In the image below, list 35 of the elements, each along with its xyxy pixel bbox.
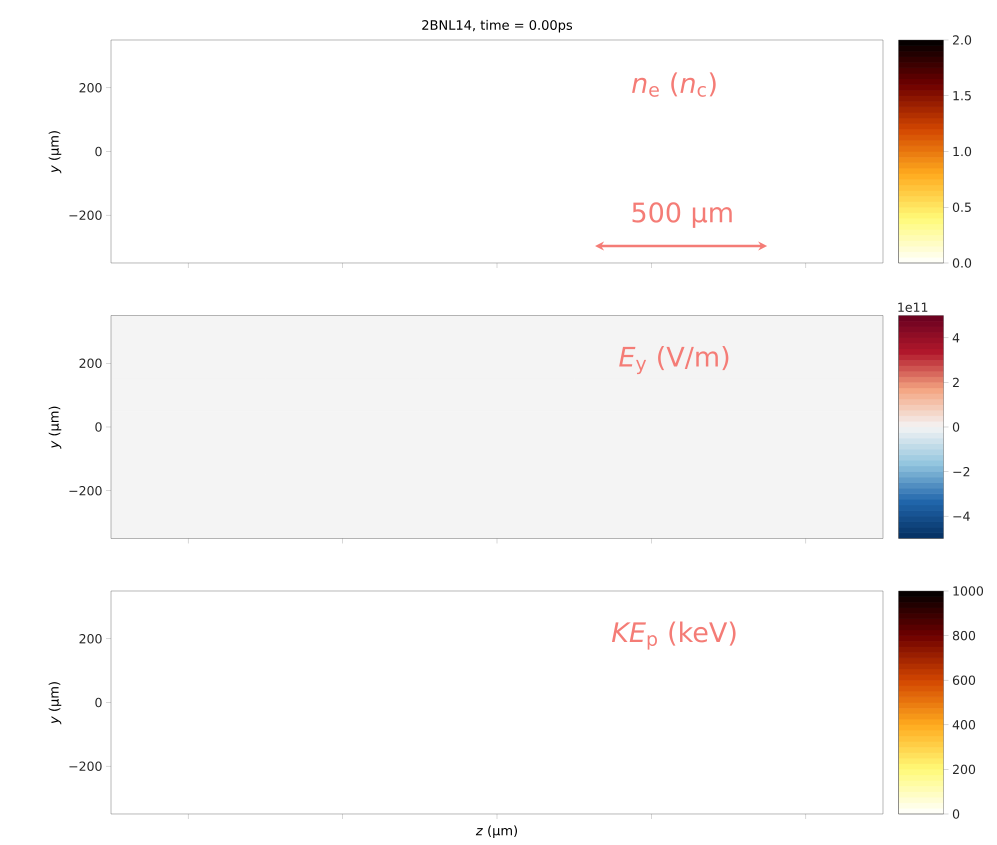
y-tick-label: 200 xyxy=(80,358,102,368)
y-axis-title: y (µm) xyxy=(48,406,62,449)
annotation: 500 µm xyxy=(632,202,732,228)
y-tick-label: −200 xyxy=(69,210,102,220)
color-bar-label: 0 xyxy=(952,809,960,819)
color-bar-label: 0 xyxy=(952,422,960,432)
y-tick-label: 200 xyxy=(80,83,102,93)
y-axis-title: y (µm) xyxy=(48,682,62,724)
color-bar-label: 0.0 xyxy=(952,258,972,268)
color-bar-label: 2.0 xyxy=(952,35,972,45)
y-tick-label: 0 xyxy=(95,698,102,708)
annotation: E$_{y}$ (V/m) xyxy=(619,346,728,374)
x-axis-title: z (µm) xyxy=(476,825,518,838)
color-bar-label: 1.0 xyxy=(953,146,972,156)
color-bar-label: 200 xyxy=(952,764,976,774)
y-tick-label: −200 xyxy=(69,761,102,771)
color-bar-label: 1000 xyxy=(953,586,984,596)
y-tick-label: −200 xyxy=(69,486,102,496)
y-axis-title: y (µm) xyxy=(48,131,62,174)
color-bar-label: 2 xyxy=(952,378,959,388)
y-tick-label: 200 xyxy=(80,634,102,644)
color-bar-label: 4 xyxy=(952,333,960,342)
color-bar-label: 0.5 xyxy=(952,202,971,212)
color-bar-label: 800 xyxy=(952,630,976,640)
annotation: n$_{e}$ (n$_{c}$) xyxy=(632,72,716,97)
color-bar-label: 600 xyxy=(952,675,976,685)
color-bar-label: −4 xyxy=(953,512,970,521)
color-bar-label: 1.5 xyxy=(953,91,971,100)
y-tick-label: 0 xyxy=(95,146,102,156)
color-bar-label: −2 xyxy=(953,466,970,476)
color-bar-label: 400 xyxy=(952,720,976,730)
annotation: KE$_{p}$ (keV) xyxy=(612,622,736,650)
text: 1e11 xyxy=(898,302,928,312)
chart-title: 2BNL14, time = 0.00ps xyxy=(422,20,572,32)
y-tick-label: 0 xyxy=(95,422,102,432)
